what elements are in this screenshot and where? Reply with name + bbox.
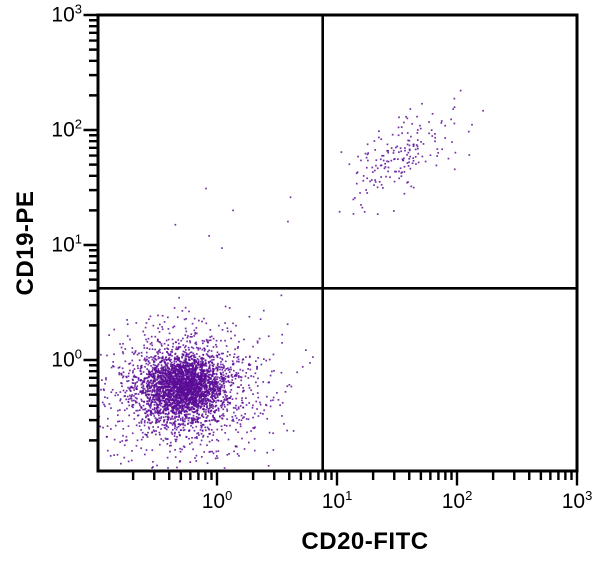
x-tick-label: 102 <box>441 488 473 513</box>
x-tick-label: 101 <box>321 488 353 513</box>
y-axis-label: CD19-PE <box>12 190 39 296</box>
y-tick-label: 102 <box>51 116 82 142</box>
x-tick-label: 103 <box>561 488 593 513</box>
y-tick-label: 101 <box>51 231 82 257</box>
x-axis-label: CD20-FITC <box>301 528 429 555</box>
y-tick-label: 100 <box>51 346 82 372</box>
y-tick-label: 103 <box>51 1 82 27</box>
x-tick-label: 100 <box>201 488 233 513</box>
